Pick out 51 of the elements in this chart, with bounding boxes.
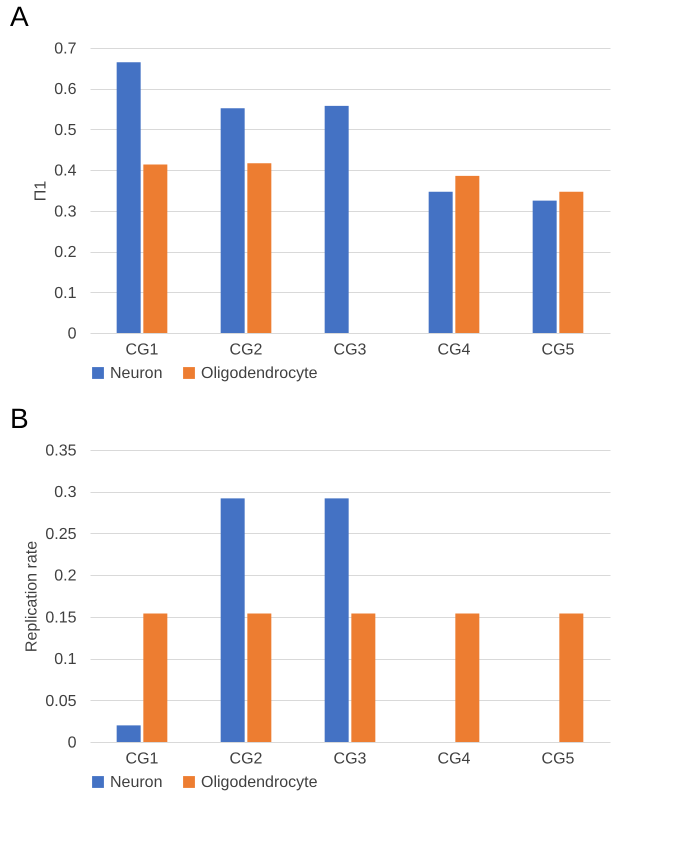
legend-label: Neuron — [110, 365, 162, 382]
bar — [455, 176, 480, 333]
x-tick-label: CG5 — [542, 342, 575, 358]
y-tick-label: 0.6 — [54, 81, 77, 98]
legend-label: Oligodendrocyte — [201, 365, 318, 382]
y-axis-title: Replication rate — [23, 540, 40, 652]
bar — [455, 614, 480, 742]
y-tick-label: 0.3 — [54, 203, 77, 220]
y-tick-label: 0.15 — [45, 609, 77, 626]
x-tick-label: CG2 — [230, 342, 263, 358]
bar — [532, 200, 557, 333]
y-tick-label: 0.3 — [54, 484, 77, 502]
bar — [143, 164, 168, 333]
x-tick-label: CG1 — [126, 342, 159, 358]
x-tick-label: CG2 — [230, 750, 263, 768]
y-tick-label: 0.4 — [54, 162, 77, 180]
y-tick-label: 0 — [68, 326, 77, 342]
x-tick-label: CG1 — [126, 750, 159, 768]
y-tick-label: 0.7 — [54, 40, 77, 58]
bar — [247, 614, 272, 742]
bar — [428, 192, 453, 333]
y-tick-label: 0.1 — [54, 284, 77, 302]
y-tick-label: 0.5 — [54, 122, 77, 139]
x-tick-label: CG5 — [542, 750, 575, 768]
y-tick-label: 0.1 — [54, 651, 77, 668]
bar — [247, 163, 272, 333]
bar — [559, 614, 584, 742]
y-axis-title: Π1 — [32, 180, 50, 202]
bar — [220, 108, 245, 333]
bar — [220, 498, 245, 742]
x-tick-label: CG4 — [438, 750, 471, 768]
bar — [324, 498, 349, 742]
y-tick-label: 0 — [68, 734, 77, 752]
x-tick-label: CG3 — [334, 750, 367, 768]
bar — [116, 725, 141, 742]
y-tick-label: 0.2 — [54, 244, 77, 262]
bar — [324, 106, 349, 333]
y-tick-label: 0.25 — [45, 526, 77, 543]
y-tick-label: 0.2 — [54, 568, 77, 585]
bar — [351, 614, 376, 742]
bar — [559, 192, 584, 333]
chart-title: A — [10, 1, 29, 32]
y-tick-label: 0.05 — [45, 692, 77, 710]
bar — [143, 614, 168, 742]
bar — [116, 62, 141, 333]
legend-label: Neuron — [110, 774, 162, 791]
legend-label: Oligodendrocyte — [201, 774, 318, 791]
y-tick-label: 0.35 — [45, 442, 77, 460]
x-tick-label: CG4 — [438, 342, 471, 358]
x-tick-label: CG3 — [334, 342, 367, 358]
chart-title: B — [10, 403, 29, 434]
